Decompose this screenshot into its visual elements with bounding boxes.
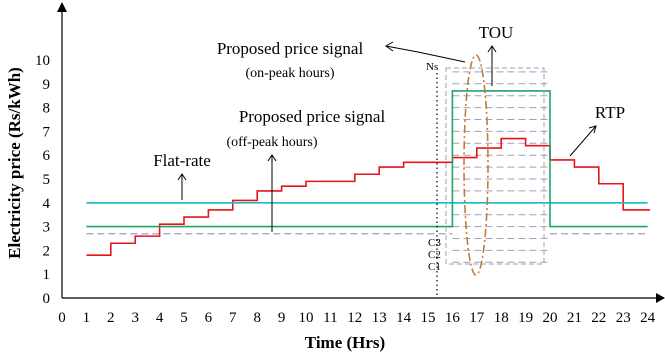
x-tick-label: 17 [469, 310, 485, 326]
x-tick-label: 10 [299, 310, 314, 326]
x-tick-label: 18 [494, 310, 509, 326]
x-axis-title: Time (Hrs) [305, 333, 385, 352]
annotation-tou-arrowhead [487, 45, 497, 53]
level-label-c1: C1 [428, 261, 441, 273]
annotation-onpeak-arrow-tail [417, 51, 466, 63]
annotation-onpeak-arrowhead [385, 41, 394, 52]
x-tick-label: 9 [278, 310, 286, 326]
x-tick-label: 19 [518, 310, 533, 326]
annotation-flat-arrowhead [177, 173, 187, 181]
y-tick-labels: 0 1 2 3 4 5 6 7 8 9 10 [35, 53, 51, 307]
y-tick-label: 2 [43, 243, 51, 259]
level-label-c2: C2 [428, 249, 441, 261]
annotation-offpeak-arrowhead [267, 154, 277, 162]
annotation-proposed-onpeak-sub: (on-peak hours) [245, 66, 334, 81]
x-tick-label: 6 [205, 310, 213, 326]
x-tick-label: 0 [58, 310, 66, 326]
level-label-ns: Ns [426, 61, 438, 73]
annotation-rtp-arrow [569, 125, 597, 157]
annotation-proposed-offpeak-sub: (off-peak hours) [226, 135, 317, 150]
x-tick-labels: 0 1 2 3 4 5 6 7 8 9 10 11 12 13 14 15 16 17 18 19 20 21 22 23 24 [58, 310, 655, 326]
annotation-onpeak-arrow [385, 45, 419, 53]
y-tick-label: 5 [43, 172, 51, 188]
x-tick-label: 23 [616, 310, 631, 326]
annotation-flat-rate: Flat-rate [153, 151, 211, 170]
x-tick-label: 22 [591, 310, 606, 326]
x-tick-label: 12 [347, 310, 362, 326]
x-tick-label: 3 [131, 310, 139, 326]
y-tick-label: 7 [43, 124, 51, 140]
x-tick-label: 15 [421, 310, 436, 326]
x-tick-label: 5 [180, 310, 188, 326]
x-tick-label: 11 [323, 310, 337, 326]
annotation-proposed-offpeak-title: Proposed price signal [239, 107, 386, 126]
annotation-proposed-onpeak-title: Proposed price signal [217, 39, 364, 58]
on-peak-box [445, 67, 545, 265]
annotation-rtp: RTP [595, 103, 625, 122]
series-tou-line [86, 90, 648, 228]
x-tick-label: 21 [567, 310, 582, 326]
level-label-c3: C3 [428, 237, 441, 249]
y-axis-arrow [57, 2, 67, 12]
series-lines [86, 90, 651, 256]
x-tick-label: 2 [107, 310, 115, 326]
annotation-rtp-arrowhead [588, 125, 597, 134]
y-tick-label: 0 [43, 291, 51, 307]
y-tick-label: 1 [43, 267, 51, 283]
x-axis-arrow [656, 293, 665, 303]
x-tick-label: 16 [445, 310, 461, 326]
annotation-tou: TOU [479, 23, 514, 42]
y-tick-label: 6 [43, 148, 51, 164]
level-labels: Ns C3 C2 C1 [426, 61, 441, 273]
y-tick-label: 8 [43, 101, 51, 117]
y-tick-label: 9 [43, 77, 51, 93]
series-rtp-line [86, 137, 651, 256]
y-axis-title: Electricity price (Rs/kWh) [5, 67, 24, 259]
x-tick-label: 8 [253, 310, 261, 326]
x-tick-label: 1 [83, 310, 91, 326]
annotations: Proposed price signal (on-peak hours) Pr… [153, 23, 625, 232]
axes [57, 2, 665, 303]
x-tick-label: 14 [396, 310, 412, 326]
on-peak-ellipse [463, 54, 489, 276]
x-tick-label: 4 [156, 310, 164, 326]
x-tick-label: 13 [372, 310, 387, 326]
y-tick-label: 4 [43, 196, 51, 212]
x-tick-label: 20 [543, 310, 558, 326]
y-tick-label: 3 [43, 220, 51, 236]
x-tick-label: 7 [229, 310, 237, 326]
y-tick-label: 10 [35, 53, 50, 69]
x-tick-label: 24 [640, 310, 656, 326]
